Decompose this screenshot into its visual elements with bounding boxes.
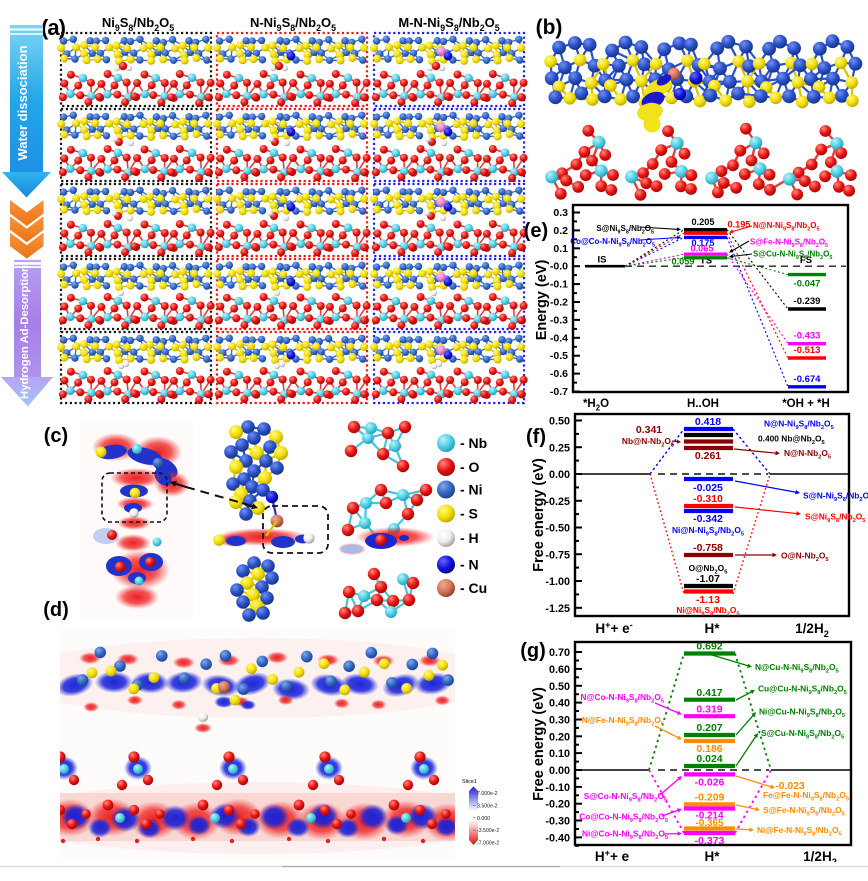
svg-text:H+​+ e: H+​+ e xyxy=(595,848,630,864)
svg-text:*OH + *H: *OH + *H xyxy=(782,398,830,410)
svg-text:0.417: 0.417 xyxy=(696,687,722,699)
svg-text:0.207: 0.207 xyxy=(696,722,722,734)
svg-text:H*: H* xyxy=(704,849,720,864)
svg-text:-0.310: -0.310 xyxy=(693,493,723,505)
svg-text:IS: IS xyxy=(598,255,607,266)
svg-text:-0.026: -0.026 xyxy=(695,777,725,789)
svg-text:-0.513: -0.513 xyxy=(794,345,821,356)
svg-text:0.00: 0.00 xyxy=(549,469,570,481)
svg-text:-0.6: -0.6 xyxy=(550,368,568,380)
svg-text:H..OH: H..OH xyxy=(687,398,719,410)
svg-text:Free energy (eV): Free energy (eV) xyxy=(531,458,547,572)
svg-text:0.1: 0.1 xyxy=(553,243,568,255)
svg-text:0.60: 0.60 xyxy=(549,664,570,676)
svg-text:0.2: 0.2 xyxy=(553,225,568,237)
svg-text:-0.7: -0.7 xyxy=(550,386,568,398)
svg-text:0.261: 0.261 xyxy=(695,450,721,462)
svg-text:0.50: 0.50 xyxy=(549,416,570,428)
svg-text:-0.0: -0.0 xyxy=(550,261,568,273)
svg-text:-0.674: -0.674 xyxy=(794,374,822,385)
svg-text:0.059: 0.059 xyxy=(672,257,695,267)
svg-text:-0.5: -0.5 xyxy=(550,350,568,362)
svg-text:0.341: 0.341 xyxy=(636,424,662,436)
svg-text:-0.50: -0.50 xyxy=(545,523,570,535)
svg-text:- Cu: - Cu xyxy=(460,580,487,596)
svg-text:-0.3: -0.3 xyxy=(550,314,568,326)
svg-text:-7.000e-2: -7.000e-2 xyxy=(477,841,499,847)
svg-text:-1.25: -1.25 xyxy=(545,603,570,615)
svg-text:Water dissociation: Water dissociation xyxy=(15,45,30,160)
svg-text:0.20: 0.20 xyxy=(549,731,570,743)
svg-text:H*: H* xyxy=(704,621,720,636)
svg-text:(f): (f) xyxy=(526,426,546,448)
svg-text:0.000: 0.000 xyxy=(477,816,490,822)
svg-text:-0.30: -0.30 xyxy=(545,816,570,828)
svg-text:0.692: 0.692 xyxy=(696,641,722,653)
svg-text:- Nb: - Nb xyxy=(460,435,487,451)
svg-text:-0.10: -0.10 xyxy=(545,782,570,794)
svg-text:-1.00: -1.00 xyxy=(545,576,570,588)
svg-text:-0.25: -0.25 xyxy=(545,496,570,508)
svg-text:-3.500e-2: -3.500e-2 xyxy=(477,828,499,834)
svg-text:-0.20: -0.20 xyxy=(545,799,570,811)
svg-text:-0.209: -0.209 xyxy=(695,792,725,804)
svg-text:-0.40: -0.40 xyxy=(545,832,570,844)
svg-text:3.500e-2: 3.500e-2 xyxy=(477,803,498,809)
svg-text:0.065: 0.065 xyxy=(691,244,714,254)
svg-text:- S: - S xyxy=(460,506,478,522)
svg-text:-0.4: -0.4 xyxy=(550,332,568,344)
svg-text:-0.758: -0.758 xyxy=(693,542,723,554)
svg-text:(g): (g) xyxy=(520,640,546,662)
svg-text:Energy (eV): Energy (eV) xyxy=(534,260,550,341)
svg-text:- N: - N xyxy=(460,557,479,573)
svg-text:(c): (c) xyxy=(44,425,68,447)
svg-text:0.024: 0.024 xyxy=(696,753,722,765)
svg-text:0.205: 0.205 xyxy=(692,217,715,227)
svg-text:0.10: 0.10 xyxy=(549,748,570,760)
svg-text:-0.365: -0.365 xyxy=(696,818,724,829)
svg-text:Hydrogen Ad-Desorption: Hydrogen Ad-Desorption xyxy=(19,265,31,399)
svg-text:Free energy (eV): Free energy (eV) xyxy=(531,687,547,801)
svg-text:(d): (d) xyxy=(43,599,69,621)
svg-text:-0.75: -0.75 xyxy=(545,549,570,561)
svg-text:-0.433: -0.433 xyxy=(794,331,821,342)
svg-text:0.40: 0.40 xyxy=(549,698,570,710)
svg-text:- H: - H xyxy=(460,530,479,546)
svg-text:0.50: 0.50 xyxy=(549,681,570,693)
svg-text:0.418: 0.418 xyxy=(695,416,721,428)
svg-text:-0.239: -0.239 xyxy=(794,296,821,307)
svg-text:-0.047: -0.047 xyxy=(794,279,821,290)
svg-text:- O: - O xyxy=(460,459,480,475)
svg-text:-0.373: -0.373 xyxy=(695,835,725,847)
svg-text:(b): (b) xyxy=(536,16,563,39)
svg-text:-1.07: -1.07 xyxy=(696,573,720,585)
svg-text:0.25: 0.25 xyxy=(549,442,570,454)
svg-text:-0.342: -0.342 xyxy=(693,513,723,525)
svg-text:H+​+ e-​: H+​+ e-​ xyxy=(595,620,632,636)
svg-text:-0.1: -0.1 xyxy=(550,279,568,291)
svg-text:0.3: 0.3 xyxy=(553,207,568,219)
svg-text:-0.2: -0.2 xyxy=(550,297,568,309)
svg-text:0.70: 0.70 xyxy=(549,647,570,659)
svg-text:0.319: 0.319 xyxy=(696,704,722,716)
svg-text:7.000e-2: 7.000e-2 xyxy=(477,791,498,797)
svg-text:0.195: 0.195 xyxy=(728,220,751,230)
svg-text:Slice1: Slice1 xyxy=(462,779,477,785)
svg-text:- Ni: - Ni xyxy=(460,482,483,498)
svg-text:(e): (e) xyxy=(524,220,548,242)
svg-text:0.30: 0.30 xyxy=(549,714,570,726)
svg-text:0.00: 0.00 xyxy=(549,765,570,777)
